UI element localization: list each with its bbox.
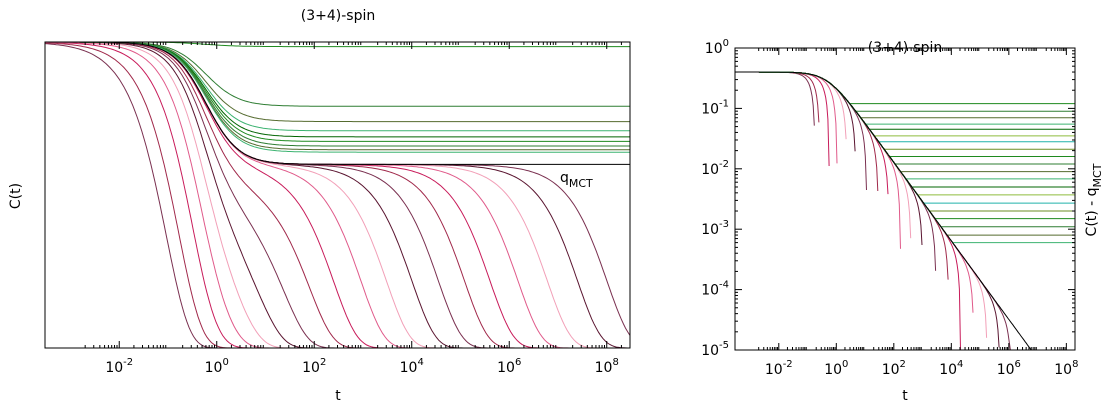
left-liquid-curve (45, 41, 630, 349)
right-critical-curve (735, 71, 1033, 351)
right-glass-curve (735, 71, 1075, 143)
right-glass-curve (735, 71, 1075, 196)
left-glass-curve (45, 41, 630, 151)
left-liquid-curve (45, 41, 630, 349)
left-liquid-curve (45, 41, 630, 349)
right-x-tick-label: 106 (997, 359, 1021, 378)
right-y-tick-label: 10-5 (701, 340, 729, 359)
left-glass-curve (45, 41, 630, 123)
left-x-ticks: 10-2 100 102 104 106 108 (84, 42, 631, 376)
right-y-tick-label: 10-3 (701, 219, 729, 238)
left-x-tick-label: 104 (400, 357, 424, 376)
left-x-tick-label: 100 (205, 357, 229, 376)
left-glass-curve (45, 41, 630, 138)
right-liquid-curve (735, 71, 856, 152)
right-liquid-curve (735, 71, 815, 126)
right-y-tick-label: 10-1 (701, 98, 729, 117)
left-x-tick-label: 106 (497, 357, 521, 376)
left-series-group (44, 41, 631, 349)
left-chart-title: (3+4)-spin (301, 8, 375, 24)
left-liquid-curve (45, 41, 630, 349)
right-ticks: 10-2 100 102 104 106 108 10-5 10-4 10-3 10-2 10-1 1… (701, 38, 1078, 378)
right-liquid-curve (735, 71, 879, 192)
right-glass-curve (735, 71, 1075, 180)
left-liquid-curve (45, 41, 630, 349)
right-y-tick-label: 10-4 (701, 280, 729, 299)
left-liquid-curve (45, 41, 630, 349)
left-liquid-curve (45, 41, 630, 349)
left-liquid-curve (45, 41, 630, 349)
left-liquid-curve (45, 41, 630, 349)
right-glass-curve (735, 71, 1075, 157)
right-x-tick-label: 100 (824, 359, 848, 378)
left-liquid-curve (45, 41, 630, 349)
right-glass-curve (735, 71, 1075, 244)
left-liquid-curve (45, 41, 630, 349)
right-liquid-curve (735, 71, 838, 164)
right-liquid-curve (735, 71, 988, 338)
right-glass-curve (735, 71, 1075, 125)
right-chart: (3+4)-spin 10-2 100 102 104 106 10810-510-410… (701, 38, 1102, 404)
left-x-axis-label: t (335, 388, 341, 404)
left-y-axis-label: C(t) (8, 183, 24, 209)
right-x-tick-label: 102 (882, 359, 906, 378)
right-glass-curve (735, 71, 1075, 150)
right-glass-curve (735, 71, 1075, 105)
right-x-tick-label: 104 (939, 359, 963, 378)
right-liquid-curve (735, 71, 889, 195)
right-series-group (735, 71, 1075, 351)
right-x-tick-label: 10-2 (765, 359, 793, 378)
left-liquid-curve (44, 42, 630, 349)
left-glass-curve (45, 41, 630, 142)
right-x-tick-label: 108 (1054, 359, 1078, 378)
right-glass-curve (735, 71, 1075, 112)
left-glass-curve (45, 41, 630, 153)
right-liquid-curve (735, 71, 847, 140)
left-glass-curve (45, 41, 630, 132)
left-liquid-curve (44, 43, 630, 349)
right-liquid-curve (735, 71, 867, 191)
right-plot-frame (734, 47, 1076, 351)
left-liquid-curve (45, 41, 630, 349)
left-liquid-curve (45, 41, 630, 349)
right-glass-curve (735, 71, 1075, 220)
right-liquid-curve (735, 71, 830, 167)
left-liquid-curve (45, 41, 630, 349)
right-glass-curve (735, 71, 1075, 130)
right-liquid-curve (735, 71, 974, 313)
left-x-tick-label: 108 (595, 357, 619, 376)
left-chart: (3+4)-spin 10-2 100 102 104 106 108 qMCT C(t)… (8, 8, 631, 404)
right-x-axis-label: t (902, 388, 908, 404)
left-liquid-curve (45, 41, 630, 349)
left-annotation-qmct: qMCT (560, 170, 593, 190)
left-x-tick-label: 102 (302, 357, 326, 376)
right-liquid-curve (735, 71, 912, 239)
left-liquid-curve (45, 41, 630, 349)
left-x-tick-label: 10-2 (105, 357, 133, 376)
right-y-tick-label: 10-2 (701, 159, 729, 178)
right-y-tick-label: 100 (705, 38, 729, 57)
right-y-axis-label: C(t) - qMCT (1084, 163, 1102, 236)
left-plot-frame (44, 41, 631, 349)
